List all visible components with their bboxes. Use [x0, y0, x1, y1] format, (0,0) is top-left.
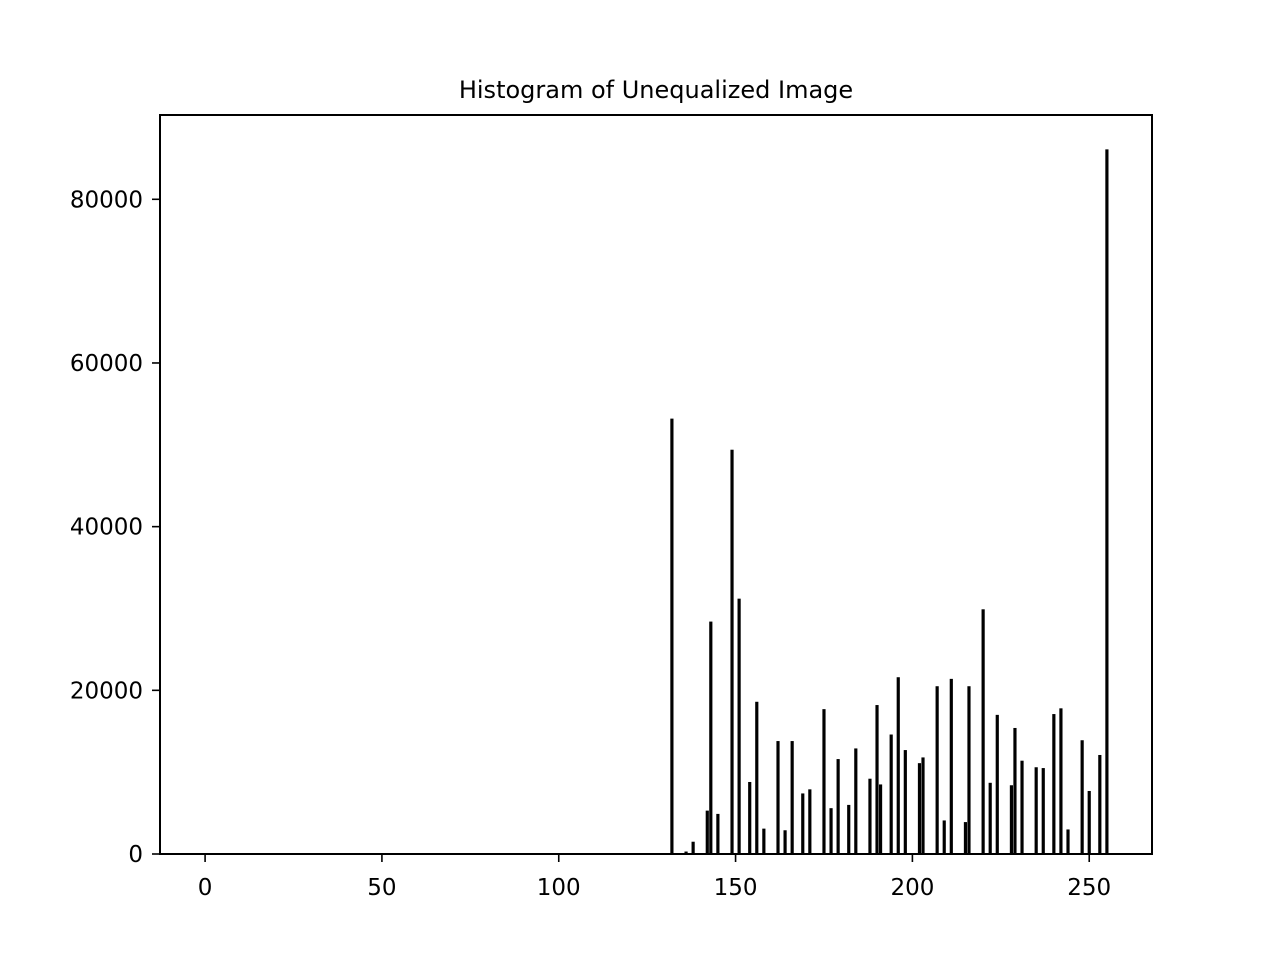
histogram-bar: [1066, 829, 1070, 854]
histogram-bar: [1009, 785, 1014, 854]
x-tick-label: 100: [537, 875, 581, 901]
histogram-bar: [921, 757, 925, 854]
x-tick-label: 150: [714, 875, 758, 901]
histogram-bar: [808, 789, 812, 854]
histogram-bar: [963, 822, 968, 854]
histogram-bar: [836, 759, 840, 854]
histogram-bar: [1041, 768, 1045, 854]
histogram-bar: [878, 784, 883, 854]
histogram-bar: [705, 810, 709, 854]
histogram-bar: [737, 598, 741, 854]
histogram-bar: [783, 830, 787, 854]
histogram-bar: [748, 781, 752, 854]
histogram-bar: [801, 793, 805, 854]
histogram-bar: [776, 741, 780, 854]
y-tick-label: 40000: [70, 515, 143, 541]
histogram-bar: [684, 851, 688, 854]
histogram-bar: [670, 418, 674, 854]
histogram-bar: [875, 705, 879, 854]
histogram-bar: [896, 677, 900, 854]
x-tick-label: 0: [198, 875, 213, 901]
histogram-bar: [868, 778, 872, 854]
histogram-bar: [1098, 754, 1102, 854]
histogram-bar: [988, 782, 992, 854]
histogram-bar: [709, 621, 713, 854]
histogram-bar: [935, 686, 939, 854]
histogram-bar: [1020, 760, 1024, 854]
histogram-bar: [1087, 790, 1091, 854]
histogram-bar: [822, 709, 826, 854]
x-axis: 0 50 100 150 200 250: [198, 854, 1111, 901]
chart-title: Histogram of Unequalized Image: [459, 76, 853, 104]
histogram-bar: [949, 678, 953, 854]
bars-group: [670, 149, 1109, 854]
histogram-bar: [790, 741, 794, 854]
histogram-bar: [847, 804, 851, 854]
histogram-bar: [755, 701, 759, 854]
histogram-bar: [691, 841, 695, 854]
histogram-bar: [829, 808, 833, 854]
histogram-bar: [942, 820, 946, 854]
histogram-bar: [1052, 714, 1056, 854]
histogram-bar: [1059, 708, 1063, 854]
histogram-bar: [903, 750, 907, 854]
histogram-bar: [981, 609, 985, 854]
x-tick-label: 250: [1067, 875, 1111, 901]
y-tick-label: 20000: [70, 678, 143, 704]
histogram-bar: [1034, 767, 1038, 854]
histogram-bar: [917, 763, 922, 854]
histogram-bar: [1013, 727, 1017, 854]
y-tick-label: 80000: [70, 187, 143, 213]
histogram-bar: [889, 734, 893, 854]
histogram-bar: [854, 748, 858, 854]
histogram-bar: [967, 686, 971, 854]
histogram-bar: [1080, 740, 1084, 854]
y-tick-label: 60000: [70, 351, 143, 377]
histogram-bar: [730, 449, 734, 854]
histogram-bar: [762, 828, 766, 854]
histogram-bar: [995, 714, 999, 854]
x-tick-label: 50: [367, 875, 396, 901]
histogram-bar: [716, 813, 720, 854]
y-axis: 0 20000 40000 60000 80000: [70, 187, 160, 868]
plot-area-frame: [159, 114, 1153, 855]
y-tick-label: 0: [128, 842, 143, 868]
histogram-bar: [1105, 149, 1109, 854]
x-tick-label: 200: [890, 875, 934, 901]
